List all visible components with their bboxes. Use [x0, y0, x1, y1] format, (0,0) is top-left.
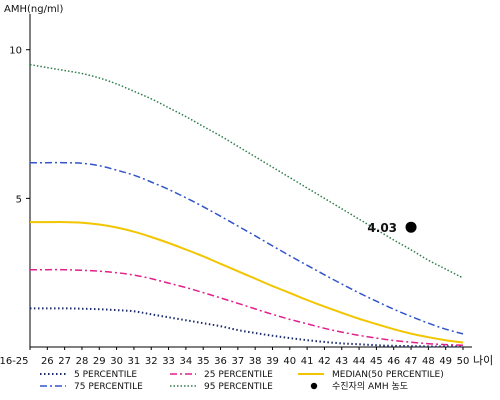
- x-tick-label: 44: [353, 356, 366, 367]
- patient-amh-value-label: 4.03: [367, 221, 397, 235]
- x-tick-label: 46: [387, 356, 400, 367]
- x-tick-label: 28: [76, 356, 89, 367]
- x-tick-label: 42: [318, 356, 331, 367]
- y-tick-label: 10: [9, 46, 22, 57]
- x-tick-label: 37: [231, 356, 244, 367]
- x-tick-label: 48: [422, 356, 435, 367]
- x-tick-label: 27: [58, 356, 71, 367]
- series-line-p75: [29, 161, 464, 335]
- x-tick-label: 41: [301, 356, 314, 367]
- legend-label: 75 PERCENTILE: [74, 382, 143, 392]
- series-line-p95: [29, 63, 464, 279]
- x-ticks: 16-25 26 27 28 29 30 31 32 33 34 35 36 37 38 39 40 41 42 4…: [0, 347, 469, 367]
- x-tick-label: 32: [145, 356, 158, 367]
- x-tick-label: 38: [249, 356, 262, 367]
- x-tick-label: 50: [457, 356, 470, 367]
- series-line-p25: [29, 268, 464, 346]
- x-tick-label: 33: [162, 356, 175, 367]
- x-tick-label: 39: [266, 356, 279, 367]
- y-tick-label: 5: [16, 194, 22, 205]
- x-tick-label: 43: [335, 356, 348, 367]
- x-tick-label: 45: [370, 356, 383, 367]
- x-tick-label: 26: [41, 356, 54, 367]
- x-tick-label: 30: [110, 356, 123, 367]
- x-tick-label: 40: [283, 356, 296, 367]
- x-tick-label: 47: [405, 356, 418, 367]
- x-tick-label: 34: [180, 356, 193, 367]
- legend-label: 5 PERCENTILE: [74, 370, 137, 380]
- patient-amh-point: [405, 221, 417, 233]
- axes: AMH(ng/ml) 나이: [4, 4, 493, 367]
- x-tick-label: 35: [197, 356, 210, 367]
- legend-label: 수진자의 AMH 농도: [332, 381, 408, 392]
- x-axis-title: 나이: [473, 354, 493, 367]
- series-line-p50: [29, 221, 464, 344]
- x-tick-label: 29: [93, 356, 106, 367]
- series-lines: [29, 63, 464, 348]
- legend-swatch-point: [310, 382, 318, 390]
- y-axis-title: AMH(ng/ml): [4, 4, 63, 15]
- x-tick-label: 49: [439, 356, 452, 367]
- x-tick-label: 16-25: [0, 356, 29, 367]
- series-line-p5: [29, 307, 463, 348]
- x-tick-label: 31: [128, 356, 141, 367]
- legend-label: 95 PERCENTILE: [204, 382, 273, 392]
- patient-point: 4.03: [367, 221, 417, 235]
- legend: 5 PERCENTILE 25 PERCENTILE MEDIAN(50 PERCE…: [40, 370, 444, 392]
- legend-label: 25 PERCENTILE: [204, 370, 273, 380]
- legend-label: MEDIAN(50 PERCENTILE): [332, 370, 444, 380]
- x-tick-label: 36: [214, 356, 227, 367]
- y-ticks: 5 10: [9, 46, 30, 205]
